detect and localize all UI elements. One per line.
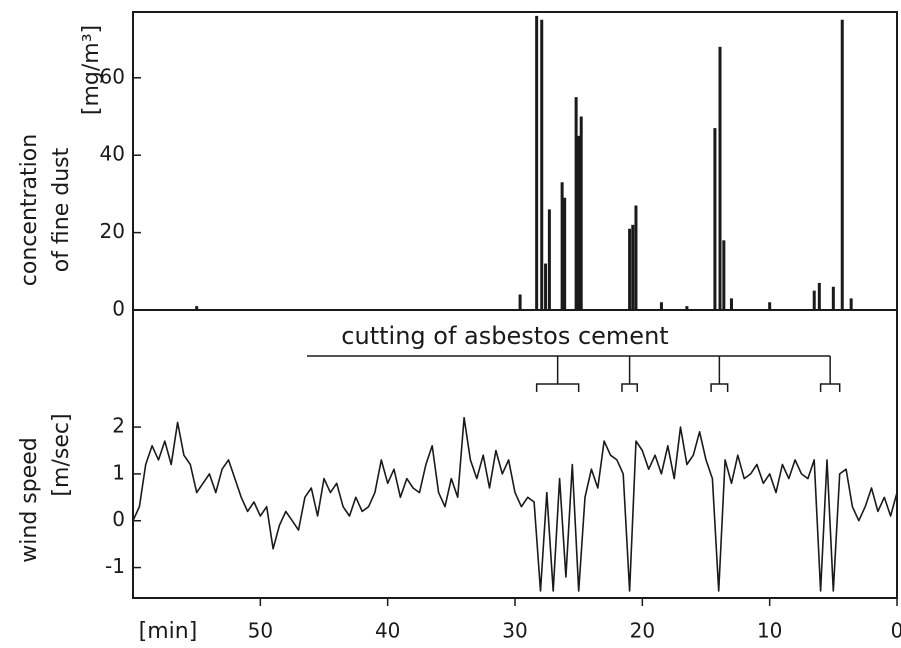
y-axis-unit: [mg/m³] [79,25,104,115]
bar [634,205,638,310]
bar [579,116,583,311]
bar [729,298,733,310]
bar [831,286,835,310]
y-axis-unit: [m/sec] [49,413,74,496]
y-tick-label: 0 [112,297,125,321]
x-tick-label: 50 [248,619,273,643]
bar [685,306,689,310]
y-tick-label: 1 [112,460,125,484]
y-tick-label: 0 [112,507,125,531]
y-axis-title: concentration [17,134,42,286]
bar [849,298,853,310]
x-tick-label: 0 [891,619,901,643]
y-axis-title: of fine dust [49,147,74,272]
bar [547,209,551,310]
bar [722,240,726,310]
y-tick-label: -1 [105,554,125,578]
bar [535,15,539,311]
bar [577,135,581,310]
bar [628,228,632,310]
bar [195,306,199,310]
bar [817,282,821,310]
x-tick-label: 20 [630,619,655,643]
x-tick-label: 30 [502,619,527,643]
bar [812,290,816,310]
bar [768,302,772,310]
y-axis-title: wind speed [17,437,42,562]
y-tick-label: 2 [112,414,125,438]
annotation-text: cutting of asbestos cement [341,322,668,350]
bar [574,97,578,311]
bar [544,263,548,310]
bar [713,128,717,310]
y-tick-label: 60 [100,64,125,88]
x-axis-title: [min] [139,619,198,644]
x-tick-label: 10 [757,619,782,643]
bar [540,19,544,310]
cutting-bracket [710,356,729,392]
wind-line [132,416,898,592]
bar [518,294,522,310]
bar [560,182,564,310]
bar [718,46,722,310]
bar [840,19,844,310]
bar [631,224,635,310]
bar [659,302,663,310]
y-tick-label: 20 [100,219,125,243]
cutting-bracket [621,356,638,392]
cutting-bracket [535,356,580,392]
y-tick-label: 40 [100,142,125,166]
cutting-bracket [819,356,841,392]
bar [563,197,567,310]
x-tick-label: 40 [375,619,400,643]
